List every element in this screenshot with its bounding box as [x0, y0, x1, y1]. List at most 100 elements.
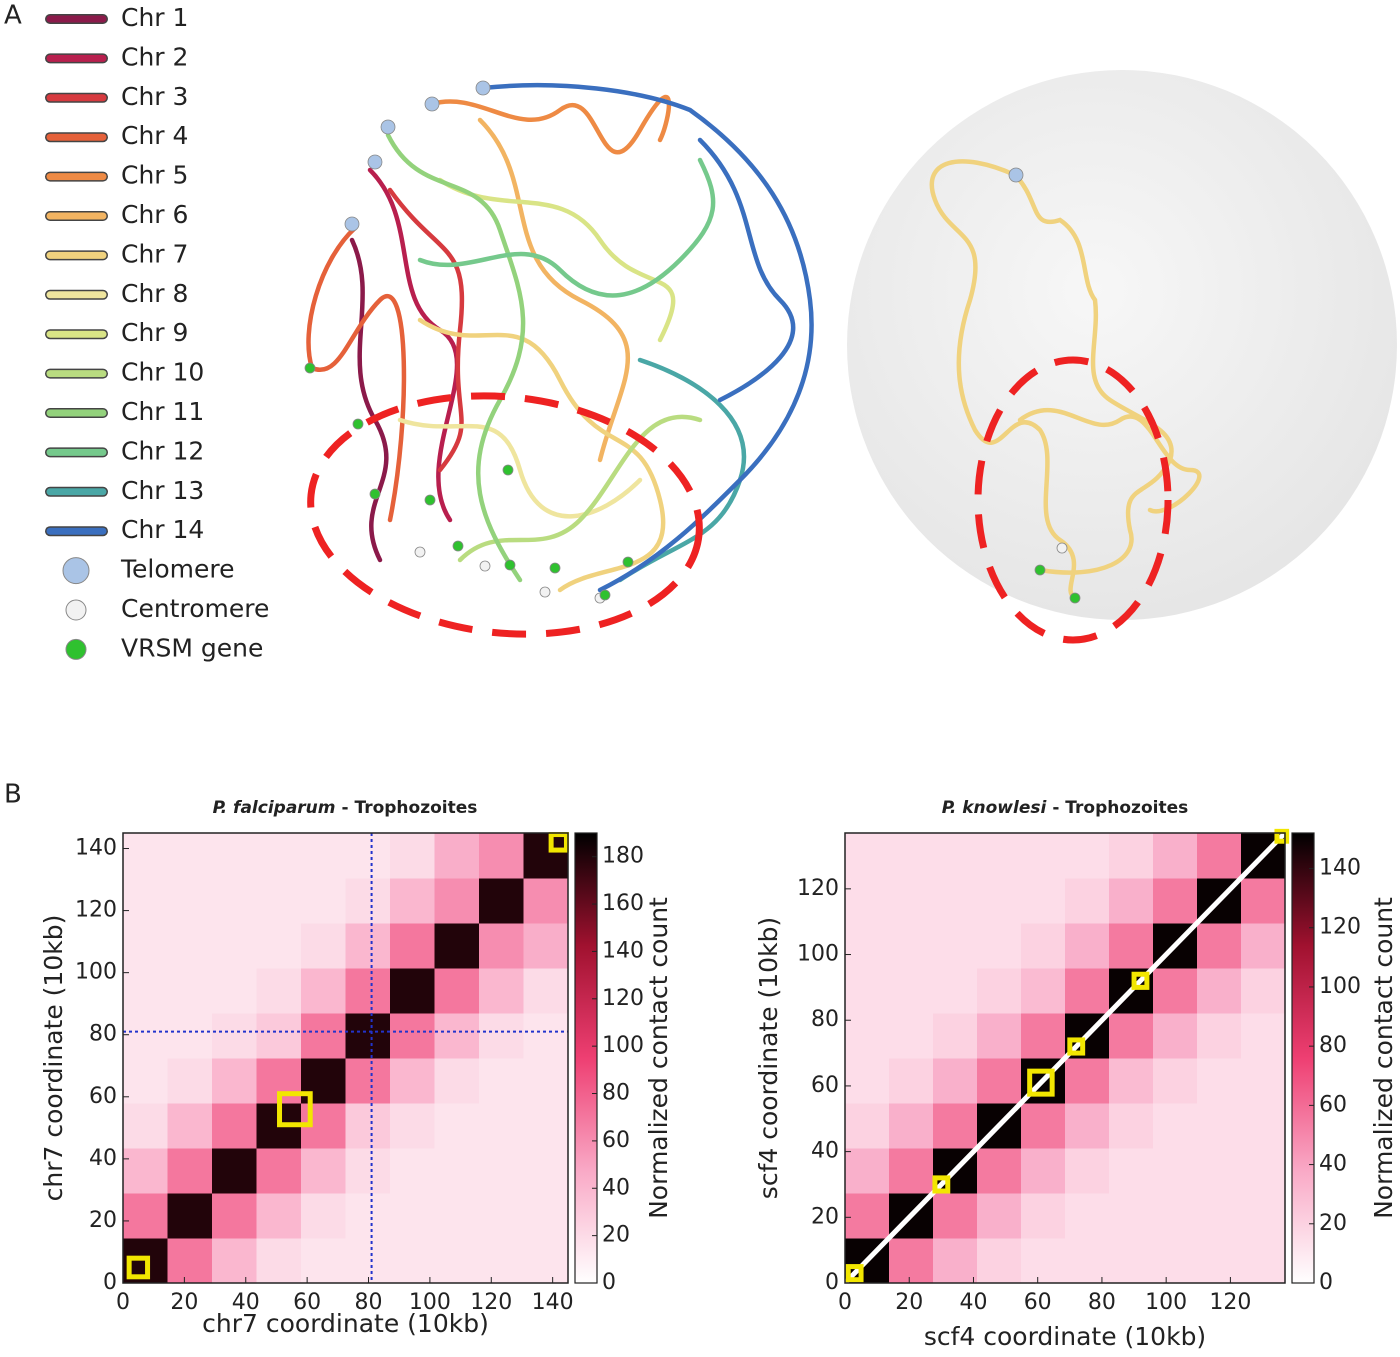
heatmap-cell	[845, 1148, 890, 1194]
heatmap-cell	[256, 1013, 302, 1059]
heatmap-cell	[1109, 1103, 1154, 1149]
heatmap-cell	[933, 1058, 978, 1104]
legend-label: Chr 13	[121, 476, 204, 505]
heatmap-cell	[256, 1238, 302, 1284]
heatmap-cell	[212, 1058, 257, 1104]
heatmap-cell	[301, 923, 346, 969]
heatmap-cell	[889, 968, 934, 1014]
heatmap-cell	[390, 1238, 435, 1284]
legend-label: Chr 9	[121, 318, 188, 347]
y-tick-label: 0	[825, 1270, 839, 1295]
heatmap-cell	[212, 1148, 257, 1194]
y-tick-label: 40	[811, 1139, 839, 1164]
heatmap-cell	[523, 1148, 569, 1194]
colorbar-tick-label: 60	[1319, 1092, 1347, 1117]
heatmap-cell	[167, 1103, 213, 1149]
y-tick-label: 80	[89, 1022, 117, 1047]
diagonal-line	[843, 831, 1287, 1285]
heatmap-cell	[301, 1148, 346, 1194]
heatmap-cell	[523, 968, 569, 1014]
heatmap-cell	[1197, 1103, 1242, 1149]
heatmap-cell	[479, 923, 524, 969]
legend-label: Chr 4	[121, 121, 188, 150]
heatmap-cell	[933, 923, 978, 969]
heatmap-cell	[977, 1238, 1022, 1284]
heatmap-cell	[434, 1013, 480, 1059]
genome-structure-3d	[304, 80, 814, 638]
heatmap-cell	[256, 1193, 302, 1239]
heatmap-cell	[845, 878, 890, 924]
heatmap-cell	[889, 1013, 934, 1059]
colorbar-tick-label: 40	[1319, 1152, 1347, 1177]
heatmap-cell	[1197, 1058, 1242, 1104]
heatmap-cell	[256, 878, 302, 924]
legend-label: Chr 14	[121, 515, 204, 544]
heatmap-cell	[123, 923, 168, 969]
heatmap-cell	[1065, 1193, 1110, 1239]
heatmap-cell	[301, 833, 346, 879]
heatmap-cell	[345, 1238, 391, 1284]
heatmap-cell	[1241, 923, 1286, 969]
heatmap-cell	[479, 1238, 524, 1284]
heatmap-cell	[977, 833, 1022, 879]
heatmap-cell	[845, 1193, 890, 1239]
heatmap-cell	[1065, 1238, 1110, 1284]
heatmap-cell	[1109, 1013, 1154, 1059]
plot-frame	[844, 832, 1286, 1284]
y-axis-label: scf4 coordinate (10kb)	[754, 917, 783, 1199]
legend-label: Chr 11	[121, 397, 204, 426]
heatmap-cell	[256, 833, 302, 879]
legend-label: Chr 7	[121, 239, 188, 268]
heatmap-cell	[390, 833, 435, 879]
heatmap-cell	[212, 1013, 257, 1059]
legend-label: VRSM gene	[121, 633, 263, 662]
colorbar-tick-label: 120	[602, 986, 644, 1011]
heatmap-cell	[1109, 923, 1154, 969]
heatmap-cell	[123, 878, 168, 924]
heatmap-cell	[523, 878, 569, 924]
heatmap-cell	[434, 833, 480, 879]
heatmap-cell	[256, 923, 302, 969]
x-tick-label: 40	[232, 1290, 260, 1315]
heatmap-cell	[434, 878, 480, 924]
heatmap-cell	[390, 1148, 435, 1194]
heatmap-cell	[1109, 878, 1154, 924]
heatmap-cell	[1153, 1148, 1198, 1194]
heatmap-cell	[345, 968, 391, 1014]
heatmap-cell	[479, 1103, 524, 1149]
heatmap-cell	[1109, 1058, 1154, 1104]
heatmap-cell	[1065, 1058, 1110, 1104]
heatmap-cell	[1109, 1148, 1154, 1194]
y-axis-label: chr7 coordinate (10kb)	[39, 915, 68, 1202]
heatmap-cell	[123, 833, 168, 879]
heatmap-cell	[345, 1193, 391, 1239]
x-tick-label: 0	[838, 1290, 852, 1315]
panel-label: A	[4, 1, 22, 31]
heatmap-cell	[167, 878, 213, 924]
heatmap-cell	[212, 1193, 257, 1239]
heatmap-cell	[212, 923, 257, 969]
x-tick-label: 40	[959, 1290, 987, 1315]
colorbar	[574, 832, 598, 1284]
heatmap-cell	[301, 878, 346, 924]
heatmap-cell	[1153, 1013, 1198, 1059]
heatmap-cell	[523, 923, 569, 969]
highlight-box	[1274, 828, 1290, 844]
y-tick-label: 60	[89, 1084, 117, 1109]
heatmap-cell	[256, 968, 302, 1014]
heatmap-cell	[434, 1193, 480, 1239]
heatmap-cell	[1197, 1193, 1242, 1239]
heatmap-cell	[1153, 1058, 1198, 1104]
heatmap-cell	[977, 1058, 1022, 1104]
highlight-box	[277, 1091, 313, 1128]
heatmap-cell	[845, 1058, 890, 1104]
heatmap-cell	[933, 1238, 978, 1284]
x-tick-label: 120	[1209, 1290, 1251, 1315]
legend-marker	[62, 557, 90, 585]
heatmap-cell	[1241, 1103, 1286, 1149]
colorbar-tick-label: 40	[602, 1175, 630, 1200]
heatmap-cell	[1109, 1238, 1154, 1284]
heatmap-cell	[1197, 1013, 1242, 1059]
heatmap-cell	[123, 1193, 168, 1239]
heatmap-cell	[434, 968, 480, 1014]
